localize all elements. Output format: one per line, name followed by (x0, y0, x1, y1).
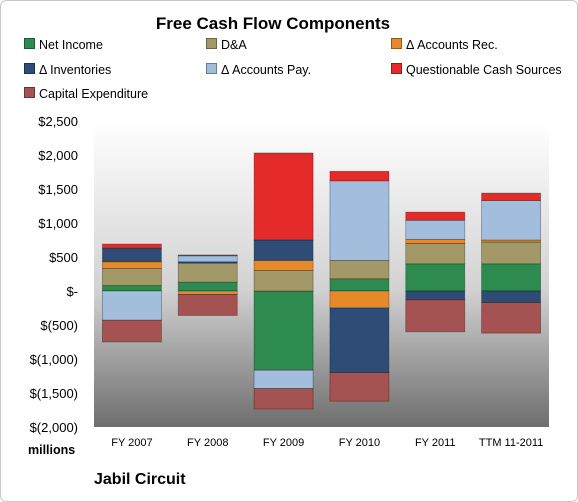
legend-label: Δ Accounts Rec. (406, 38, 498, 52)
bar-segment-accounts-pay (405, 219, 466, 240)
x-tick-label: TTM 11-2011 (479, 437, 543, 449)
bar-segment-inventories (405, 290, 466, 301)
y-tick-label: $500 (49, 250, 78, 265)
legend-item-inventories: Δ Inventories (24, 63, 111, 77)
bar-segment-accounts-rec (405, 238, 466, 244)
bar-segment-capital-expenditure (481, 302, 541, 334)
bar-segment-inventories (253, 239, 314, 261)
bar-segment-accounts-pay (329, 180, 390, 261)
legend-label: D&A (221, 38, 247, 52)
bar-segment-questionable-cash-sources (253, 152, 314, 241)
bar-segment-d-a (329, 259, 390, 280)
bar-segment-accounts-rec (329, 290, 390, 309)
chart-title: Free Cash Flow Components (155, 14, 391, 33)
bar-segment-accounts-pay (102, 290, 162, 321)
bar-segment-accounts-rec (102, 261, 162, 269)
y-tick-label: $(2,000) (30, 420, 78, 435)
bar-segment-d-a (405, 242, 466, 265)
y-tick-label: $1,500 (38, 182, 78, 197)
legend-swatch-questionable-cash (391, 63, 402, 74)
legend-swatch-net-income (24, 38, 35, 49)
y-tick-label: $2,000 (38, 148, 78, 163)
legend-swatch-d-and-a (206, 38, 217, 49)
bar-segment-questionable-cash-sources (405, 211, 466, 221)
bar-segment-net-income (102, 285, 162, 292)
bar-segment-net-income (405, 263, 466, 292)
legend-label: Questionable Cash Sources (406, 63, 562, 77)
legend-item-accounts-rec: Δ Accounts Rec. (391, 38, 498, 52)
legend-item-accounts-pay: Δ Accounts Pay. (206, 63, 311, 77)
y-tick-label: $2,500 (38, 114, 78, 129)
legend-label: Δ Inventories (39, 63, 112, 77)
bar-segment-capital-expenditure (329, 372, 390, 402)
bar-segment-net-income (329, 278, 390, 292)
bar-segment-questionable-cash-sources (102, 243, 162, 249)
x-tick-label: FY 2008 (187, 437, 228, 449)
bar-segment-d-a (177, 262, 238, 283)
bar-segment-d-a (481, 241, 541, 265)
bar-segment-net-income (253, 290, 314, 371)
bar-segment-accounts-rec (177, 290, 238, 295)
bar-segment-inventories (329, 307, 390, 373)
y-tick-label: $(1,500) (30, 386, 78, 401)
legend-item-net-income: Net Income (24, 38, 103, 52)
legend-swatch-capex (24, 87, 35, 98)
x-tick-label: FY 2010 (339, 437, 380, 449)
x-tick-label: FY 2007 (111, 437, 152, 449)
bar-segment-capital-expenditure (177, 293, 238, 316)
legend-swatch-accounts-rec (391, 38, 402, 49)
bar-segment-questionable-cash-sources (481, 192, 541, 201)
units-label: millions (28, 443, 76, 457)
bar-segment-accounts-pay (253, 369, 314, 389)
y-tick-label: $1,000 (38, 216, 78, 231)
bar-segment-net-income (481, 263, 541, 292)
bar-segment-d-a (102, 268, 162, 286)
legend-item-d-and-a: D&A (206, 38, 247, 52)
y-axis-ticks: $(2,000) $(1,500) $(1,000) $(500) $- $500 $1,0… (30, 114, 78, 435)
bar-segment-accounts-pay (481, 200, 541, 241)
y-tick-label: $- (66, 284, 78, 299)
bar-segment-capital-expenditure (405, 299, 466, 333)
legend-label: Capital Expenditure (39, 87, 149, 101)
legend-item-questionable-cash: Questionable Cash Sources (391, 63, 562, 77)
plot-area (94, 121, 549, 427)
bar-segment-net-income (177, 281, 238, 292)
bar-segment-capital-expenditure (102, 319, 162, 343)
bar-segment-questionable-cash-sources (329, 170, 390, 182)
company-name: Jabil Circuit (94, 471, 186, 488)
bar-segment-accounts-pay (177, 255, 238, 263)
bar-segment-inventories (102, 247, 162, 263)
legend-item-capex: Capital Expenditure (24, 87, 148, 101)
legend-label: Net Income (39, 38, 103, 52)
bar-segment-accounts-rec (253, 259, 314, 271)
y-tick-label: $(500) (40, 318, 78, 333)
x-tick-label: FY 2011 (415, 437, 456, 449)
bar-segment-inventories (481, 290, 541, 303)
y-tick-label: $(1,000) (30, 352, 78, 367)
legend-label: Δ Accounts Pay. (221, 63, 312, 77)
x-tick-label: FY 2009 (263, 437, 304, 449)
legend-swatch-inventories (24, 63, 35, 74)
bar-segment-capital-expenditure (253, 388, 314, 410)
legend-swatch-accounts-pay (206, 63, 217, 74)
bar-segment-questionable-cash-sources (177, 254, 238, 257)
bar-segment-d-a (253, 270, 314, 292)
bars (102, 152, 541, 410)
x-axis-labels: FY 2007 FY 2008 FY 2009 FY 2010 FY 2011 TTM 1… (111, 437, 543, 449)
